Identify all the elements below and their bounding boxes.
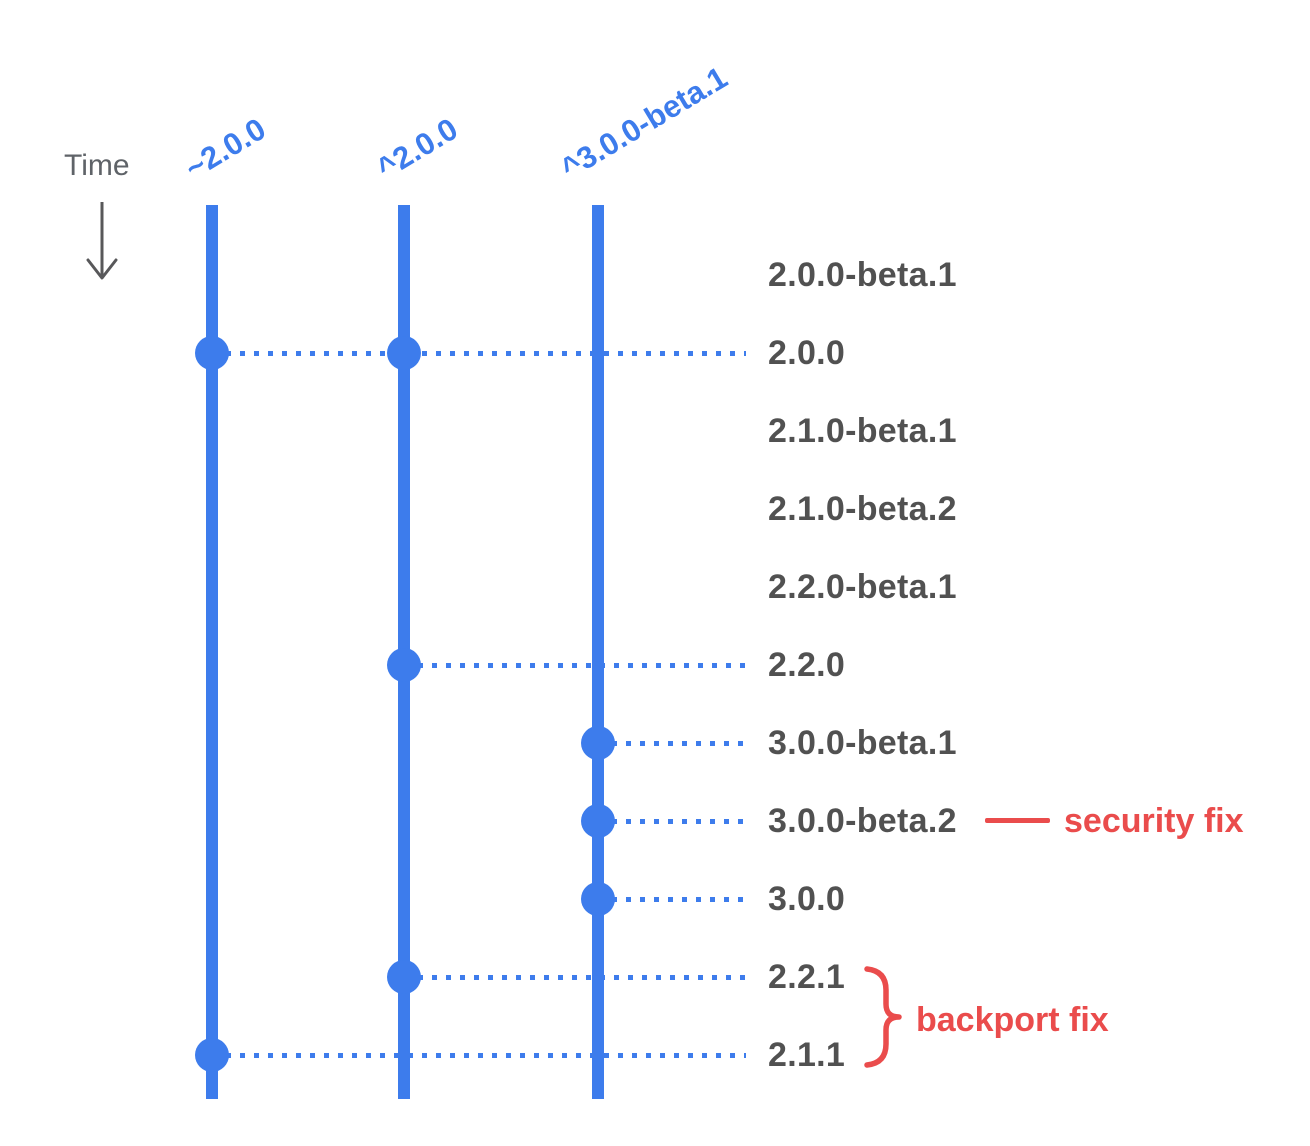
security-fix-connector-line [985, 818, 1050, 823]
release-match-dot [581, 804, 615, 838]
branch-range-label: ~2.0.0 [178, 111, 272, 186]
release-match-dot [387, 336, 421, 370]
branch-range-label: ^2.0.0 [370, 111, 464, 186]
version-label: 2.0.0-beta.1 [768, 256, 957, 294]
version-label: 3.0.0-beta.1 [768, 724, 957, 762]
time-axis-label: Time [64, 149, 130, 182]
version-label: 2.1.0-beta.1 [768, 412, 957, 450]
security-fix-label: security fix [1064, 802, 1244, 840]
release-match-dot [195, 1038, 229, 1072]
version-label: 3.0.0-beta.2 [768, 802, 957, 840]
release-dotted-connector [212, 351, 746, 356]
branch-range-label: ^3.0.0-beta.1 [554, 59, 734, 186]
version-label: 2.1.1 [768, 1036, 846, 1074]
release-match-dot [581, 726, 615, 760]
version-label: 2.2.0 [768, 646, 846, 684]
version-label: 2.0.0 [768, 334, 846, 372]
release-dotted-connector [598, 819, 746, 824]
release-dotted-connector [404, 975, 746, 980]
branch-line [592, 205, 604, 1099]
version-label: 2.2.0-beta.1 [768, 568, 957, 606]
release-match-dot [195, 336, 229, 370]
version-label: 2.1.0-beta.2 [768, 490, 957, 528]
backport-fix-label: backport fix [916, 1001, 1109, 1039]
release-match-dot [387, 648, 421, 682]
release-dotted-connector [598, 741, 746, 746]
version-label: 2.2.1 [768, 958, 846, 996]
release-dotted-connector [598, 897, 746, 902]
time-down-arrow-icon [86, 202, 118, 280]
release-match-dot [387, 960, 421, 994]
release-dotted-connector [404, 663, 746, 668]
branch-line [206, 205, 218, 1099]
backport-brace-icon [864, 966, 902, 1068]
release-match-dot [581, 882, 615, 916]
version-label: 3.0.0 [768, 880, 846, 918]
release-dotted-connector [212, 1053, 746, 1058]
